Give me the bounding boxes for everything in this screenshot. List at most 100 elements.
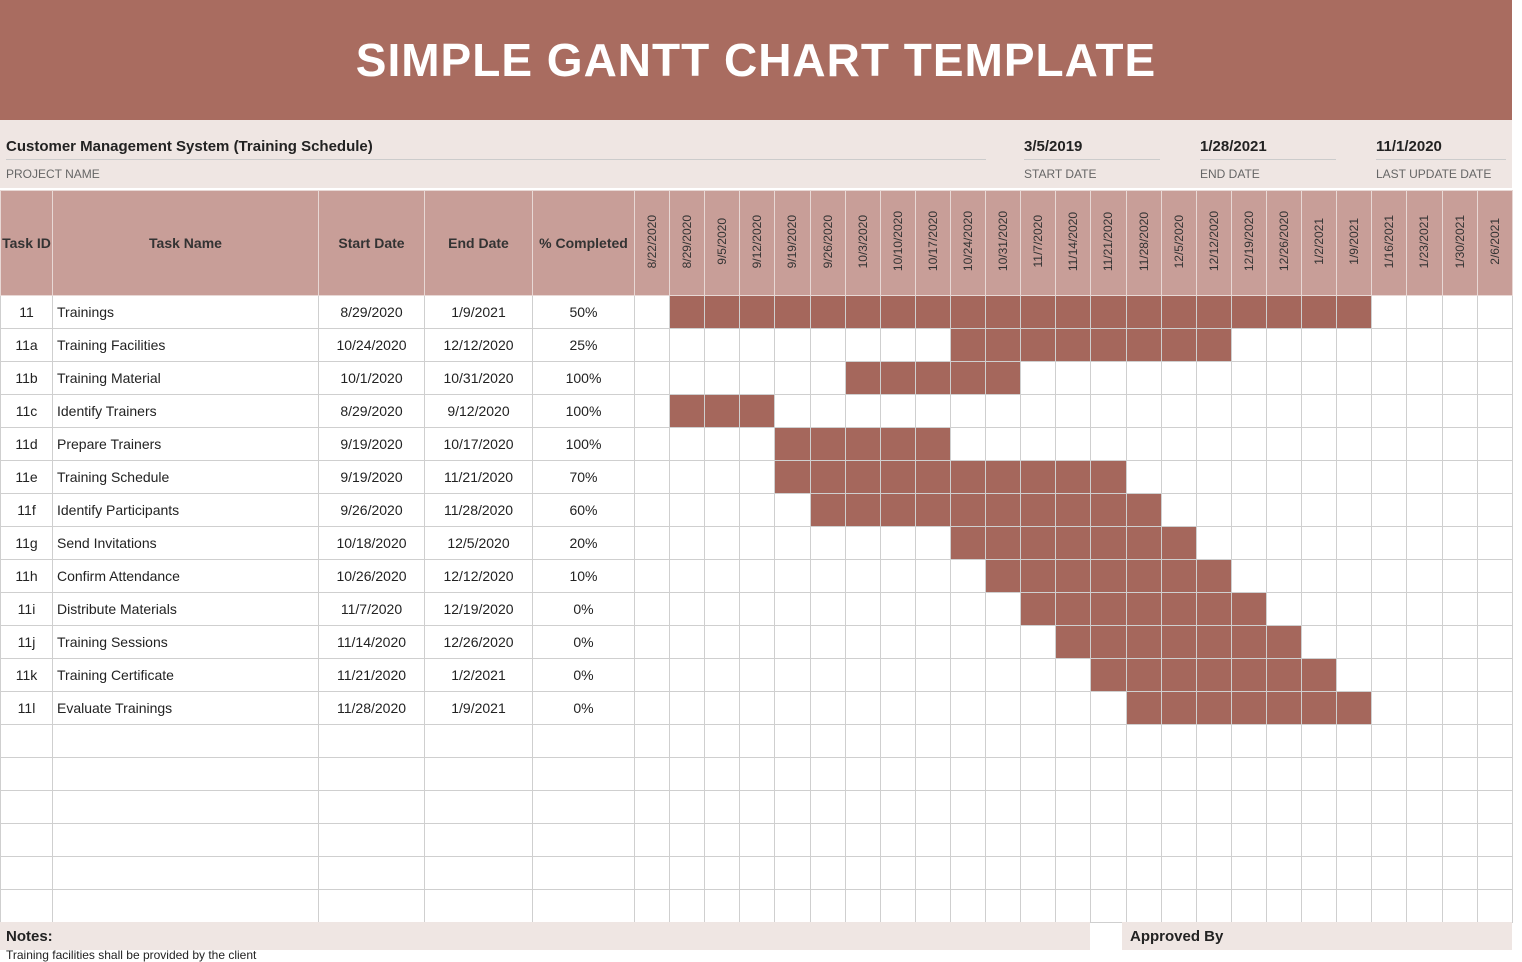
- task-id[interactable]: 11: [0, 295, 53, 329]
- task-id[interactable]: 11f: [0, 493, 53, 527]
- task-start-date[interactable]: 9/19/2020: [318, 460, 425, 494]
- task-name[interactable]: Trainings: [52, 295, 319, 329]
- task-end-date[interactable]: 9/12/2020: [424, 394, 533, 428]
- task-end-date[interactable]: [424, 856, 533, 890]
- task-start-date[interactable]: [318, 889, 425, 923]
- task-id[interactable]: [0, 856, 53, 890]
- task-id[interactable]: 11c: [0, 394, 53, 428]
- task-name[interactable]: Send Invitations: [52, 526, 319, 560]
- task-name[interactable]: Identify Trainers: [52, 394, 319, 428]
- task-end-date[interactable]: [424, 823, 533, 857]
- task-id[interactable]: 11h: [0, 559, 53, 593]
- gantt-cell: [1476, 658, 1513, 692]
- task-name[interactable]: [52, 889, 319, 923]
- task-id[interactable]: 11k: [0, 658, 53, 692]
- task-name[interactable]: Training Sessions: [52, 625, 319, 659]
- task-percent-completed[interactable]: [532, 757, 635, 791]
- task-name[interactable]: [52, 823, 319, 857]
- task-id[interactable]: [0, 757, 53, 791]
- task-end-date[interactable]: 1/9/2021: [424, 295, 533, 329]
- task-start-date[interactable]: [318, 790, 425, 824]
- task-name[interactable]: [52, 724, 319, 758]
- task-end-date[interactable]: [424, 790, 533, 824]
- task-percent-completed[interactable]: [532, 724, 635, 758]
- task-name[interactable]: Evaluate Trainings: [52, 691, 319, 725]
- task-start-date[interactable]: 9/26/2020: [318, 493, 425, 527]
- gantt-cell: [914, 394, 951, 428]
- task-percent-completed[interactable]: 0%: [532, 625, 635, 659]
- task-name[interactable]: Identify Participants: [52, 493, 319, 527]
- task-end-date[interactable]: [424, 724, 533, 758]
- task-start-date[interactable]: 10/18/2020: [318, 526, 425, 560]
- task-name[interactable]: [52, 757, 319, 791]
- task-end-date[interactable]: 12/5/2020: [424, 526, 533, 560]
- task-end-date[interactable]: [424, 757, 533, 791]
- task-start-date[interactable]: 11/7/2020: [318, 592, 425, 626]
- task-end-date[interactable]: [424, 889, 533, 923]
- task-start-date[interactable]: [318, 856, 425, 890]
- task-id[interactable]: 11i: [0, 592, 53, 626]
- task-percent-completed[interactable]: 25%: [532, 328, 635, 362]
- task-id[interactable]: [0, 889, 53, 923]
- task-percent-completed[interactable]: [532, 889, 635, 923]
- task-id[interactable]: [0, 823, 53, 857]
- task-end-date[interactable]: 12/12/2020: [424, 328, 533, 362]
- task-end-date[interactable]: 12/12/2020: [424, 559, 533, 593]
- task-percent-completed[interactable]: 50%: [532, 295, 635, 329]
- task-percent-completed[interactable]: 70%: [532, 460, 635, 494]
- task-id[interactable]: 11b: [0, 361, 53, 395]
- task-id[interactable]: 11d: [0, 427, 53, 461]
- task-id[interactable]: 11a: [0, 328, 53, 362]
- task-percent-completed[interactable]: 0%: [532, 592, 635, 626]
- task-start-date[interactable]: [318, 757, 425, 791]
- task-name[interactable]: Training Certificate: [52, 658, 319, 692]
- task-start-date[interactable]: 11/14/2020: [318, 625, 425, 659]
- task-percent-completed[interactable]: 0%: [532, 658, 635, 692]
- task-end-date[interactable]: 12/26/2020: [424, 625, 533, 659]
- task-id[interactable]: 11e: [0, 460, 53, 494]
- task-percent-completed[interactable]: 100%: [532, 427, 635, 461]
- gantt-bar-cell: [1125, 592, 1162, 626]
- task-percent-completed[interactable]: [532, 790, 635, 824]
- task-start-date[interactable]: 8/29/2020: [318, 394, 425, 428]
- task-name[interactable]: Distribute Materials: [52, 592, 319, 626]
- task-id[interactable]: [0, 790, 53, 824]
- task-end-date[interactable]: 11/28/2020: [424, 493, 533, 527]
- task-start-date[interactable]: 11/21/2020: [318, 658, 425, 692]
- gantt-cell: [844, 394, 881, 428]
- task-id[interactable]: [0, 724, 53, 758]
- task-start-date[interactable]: 8/29/2020: [318, 295, 425, 329]
- task-id[interactable]: 11g: [0, 526, 53, 560]
- task-end-date[interactable]: 1/9/2021: [424, 691, 533, 725]
- task-end-date[interactable]: 10/17/2020: [424, 427, 533, 461]
- task-percent-completed[interactable]: [532, 823, 635, 857]
- task-percent-completed[interactable]: [532, 856, 635, 890]
- task-id[interactable]: 11j: [0, 625, 53, 659]
- task-end-date[interactable]: 12/19/2020: [424, 592, 533, 626]
- task-name[interactable]: Training Schedule: [52, 460, 319, 494]
- gantt-cell: [1336, 460, 1373, 494]
- task-percent-completed[interactable]: 10%: [532, 559, 635, 593]
- task-percent-completed[interactable]: 20%: [532, 526, 635, 560]
- task-end-date[interactable]: 10/31/2020: [424, 361, 533, 395]
- task-name[interactable]: Training Material: [52, 361, 319, 395]
- task-percent-completed[interactable]: 100%: [532, 394, 635, 428]
- task-name[interactable]: [52, 790, 319, 824]
- task-end-date[interactable]: 11/21/2020: [424, 460, 533, 494]
- task-percent-completed[interactable]: 60%: [532, 493, 635, 527]
- task-start-date[interactable]: [318, 724, 425, 758]
- task-start-date[interactable]: 10/24/2020: [318, 328, 425, 362]
- task-percent-completed[interactable]: 100%: [532, 361, 635, 395]
- task-percent-completed[interactable]: 0%: [532, 691, 635, 725]
- task-start-date[interactable]: 10/26/2020: [318, 559, 425, 593]
- task-name[interactable]: Prepare Trainers: [52, 427, 319, 461]
- task-end-date[interactable]: 1/2/2021: [424, 658, 533, 692]
- task-start-date[interactable]: 10/1/2020: [318, 361, 425, 395]
- task-id[interactable]: 11l: [0, 691, 53, 725]
- task-start-date[interactable]: 11/28/2020: [318, 691, 425, 725]
- task-name[interactable]: Confirm Attendance: [52, 559, 319, 593]
- task-name[interactable]: Training Facilities: [52, 328, 319, 362]
- task-name[interactable]: [52, 856, 319, 890]
- task-start-date[interactable]: [318, 823, 425, 857]
- task-start-date[interactable]: 9/19/2020: [318, 427, 425, 461]
